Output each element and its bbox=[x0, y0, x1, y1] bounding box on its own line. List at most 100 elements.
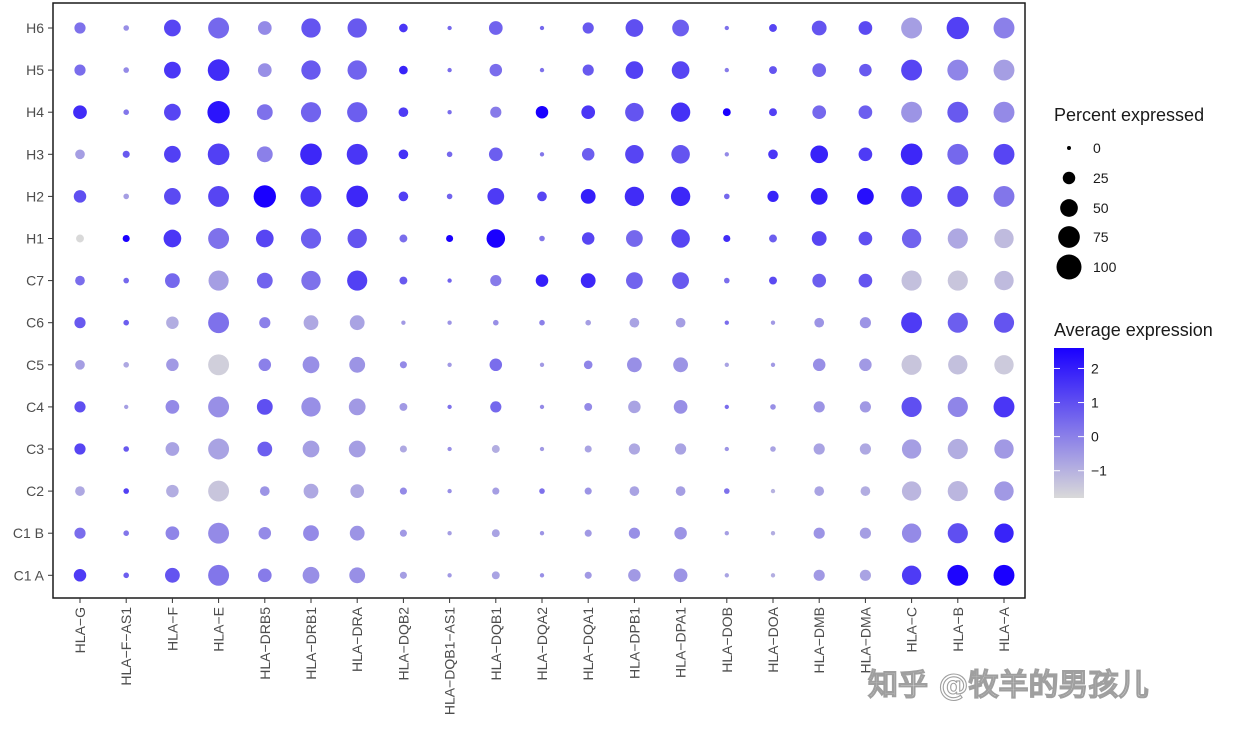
dot-h2-hla-f bbox=[164, 188, 181, 205]
dot-c5-hla-b bbox=[948, 355, 968, 375]
dot-h1-hla-a bbox=[994, 228, 1014, 249]
dot-c1-b-hla-dob bbox=[724, 531, 729, 536]
size-legend-label: 50 bbox=[1093, 200, 1109, 216]
dot-c2-hla-dra bbox=[350, 484, 365, 498]
dot-c1-b-hla-dqb1 bbox=[491, 529, 500, 538]
x-tick-label: HLA−DOB bbox=[719, 607, 735, 673]
dot-c3-hla-drb5 bbox=[257, 441, 273, 457]
dot-c7-hla-f-as1 bbox=[123, 277, 129, 284]
color-legend-bar bbox=[1054, 348, 1084, 498]
dot-h4-hla-g bbox=[73, 105, 87, 120]
dot-c6-hla-g bbox=[74, 317, 86, 329]
dot-h4-hla-dma bbox=[858, 105, 873, 120]
dot-h4-hla-a bbox=[993, 101, 1015, 123]
dot-c3-hla-f-as1 bbox=[123, 446, 129, 452]
dot-c7-hla-drb5 bbox=[256, 272, 273, 289]
dot-c3-hla-dpb1 bbox=[628, 443, 640, 455]
dot-c1-b-hla-a bbox=[994, 523, 1014, 543]
dot-c4-hla-dra bbox=[348, 398, 366, 416]
dot-h6-hla-f bbox=[164, 19, 181, 37]
dot-c4-hla-dqa1 bbox=[584, 402, 593, 411]
y-tick-label: C4 bbox=[26, 399, 44, 415]
dot-c5-hla-c bbox=[901, 354, 922, 375]
dot-c3-hla-drb1 bbox=[302, 440, 320, 458]
dot-h5-hla-drb5 bbox=[257, 63, 272, 77]
dot-c1-a-hla-drb1 bbox=[302, 566, 320, 584]
dot-h1-hla-drb5 bbox=[255, 229, 274, 248]
x-tick-label: HLA−F bbox=[164, 607, 180, 651]
dot-c3-hla-dqa2 bbox=[539, 446, 545, 452]
dot-c5-hla-doa bbox=[770, 362, 776, 367]
y-tick-label: H3 bbox=[26, 146, 44, 162]
y-tick-label: H5 bbox=[26, 62, 44, 78]
dot-h5-hla-dmb bbox=[812, 63, 827, 77]
dot-h5-hla-dqa2 bbox=[539, 67, 545, 73]
dot-h4-hla-e bbox=[207, 101, 230, 124]
dot-h6-hla-f-as1 bbox=[123, 25, 129, 31]
x-tick-label: HLA−A bbox=[996, 606, 1012, 651]
dot-c6-hla-dpb1 bbox=[629, 317, 640, 328]
dot-h1-hla-f-as1 bbox=[122, 234, 130, 243]
dot-h2-hla-dqb1-as1 bbox=[446, 193, 453, 200]
x-axis: HLA−G HLA−F−AS1 HLA−F HLA−E HLA−DRB5 HLA−DRB1… bbox=[72, 598, 1012, 715]
dot-h1-hla-dpa1 bbox=[671, 229, 690, 248]
dot-c6-hla-dqa2 bbox=[539, 319, 545, 326]
dot-c1-a-hla-f bbox=[165, 567, 180, 583]
dot-c2-hla-b bbox=[947, 481, 968, 502]
dot-c2-hla-dmb bbox=[814, 486, 825, 496]
dot-c7-hla-a bbox=[994, 270, 1014, 291]
dot-c1-a-hla-dqb1 bbox=[491, 571, 500, 580]
color-legend-title: Average expression bbox=[1054, 320, 1213, 340]
x-tick-label: HLA−G bbox=[72, 607, 88, 653]
dot-c4-hla-dqb1 bbox=[490, 401, 502, 413]
dot-c6-hla-doa bbox=[770, 320, 776, 325]
dot-h4-hla-dmb bbox=[812, 105, 827, 120]
dot-c3-hla-dmb bbox=[813, 443, 825, 455]
x-tick-label: HLA−DQB2 bbox=[395, 607, 411, 681]
dot-c1-a-hla-dqb2 bbox=[399, 571, 407, 579]
dot-h3-hla-drb1 bbox=[300, 143, 322, 166]
dot-c2-hla-f bbox=[166, 484, 179, 498]
dot-h5-hla-dob bbox=[724, 67, 729, 73]
dot-c1-b-hla-f-as1 bbox=[123, 530, 129, 536]
dot-h3-hla-dpa1 bbox=[671, 145, 690, 164]
dot-c5-hla-dpa1 bbox=[673, 357, 688, 373]
y-axis: H6 H5 H4 H3 H2 H1 C7 C6 C5 C4 C3 C2 C1 B C1 A bbox=[13, 20, 53, 583]
dot-c6-hla-drb1 bbox=[303, 315, 319, 331]
y-tick-label: H4 bbox=[26, 104, 44, 120]
dot-h1-hla-dmb bbox=[811, 231, 827, 246]
dot-h3-hla-dob bbox=[724, 152, 729, 157]
dot-h4-hla-dqb2 bbox=[398, 107, 409, 118]
dot-h4-hla-doa bbox=[769, 108, 777, 117]
dot-c3-hla-dra bbox=[348, 440, 366, 458]
dot-h1-hla-g bbox=[76, 234, 84, 243]
dot-h5-hla-doa bbox=[769, 66, 777, 75]
dot-c1-b-hla-dpb1 bbox=[628, 527, 640, 539]
dot-c2-hla-e bbox=[208, 480, 230, 502]
dot-h4-hla-dqa2 bbox=[535, 105, 549, 119]
dot-h2-hla-dpa1 bbox=[670, 186, 691, 207]
dot-h6-hla-drb5 bbox=[257, 21, 272, 35]
size-legend-label: 0 bbox=[1093, 140, 1101, 156]
dot-h4-hla-dpb1 bbox=[625, 102, 644, 122]
dot-h1-hla-drb1 bbox=[300, 228, 322, 249]
dot-c7-hla-dma bbox=[858, 273, 873, 288]
dot-h2-hla-e bbox=[208, 185, 230, 207]
y-tick-label: H6 bbox=[26, 20, 44, 36]
dot-c5-hla-dqb1-as1 bbox=[447, 362, 452, 367]
dot-c1-a-hla-f-as1 bbox=[123, 572, 129, 579]
dot-h3-hla-doa bbox=[768, 149, 778, 160]
dot-c3-hla-dob bbox=[724, 446, 729, 452]
dot-h3-hla-f bbox=[164, 145, 181, 163]
dot-c1-b-hla-e bbox=[208, 522, 230, 544]
dot-c1-a-hla-g bbox=[73, 569, 87, 582]
dot-c2-hla-a bbox=[994, 481, 1014, 501]
size-legend: Percent expressed 0 25 50 75 100 bbox=[1054, 105, 1204, 280]
dot-c7-hla-dqb1 bbox=[490, 275, 502, 287]
dot-h6-hla-dra bbox=[347, 18, 367, 38]
dot-h6-hla-dqa1 bbox=[582, 22, 594, 34]
dot-c1-b-hla-dqb2 bbox=[399, 529, 407, 537]
x-tick-label: HLA−DQA2 bbox=[534, 607, 550, 681]
dot-h1-hla-dma bbox=[858, 231, 873, 246]
